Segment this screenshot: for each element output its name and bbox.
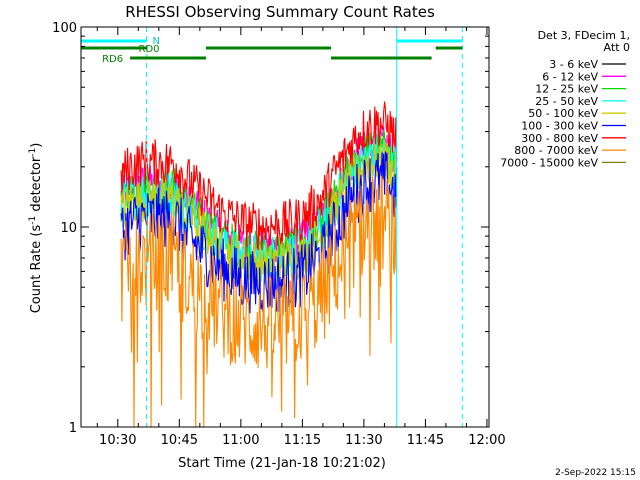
y-axis-label: Count Rate (s-1 detector-1) bbox=[28, 143, 44, 314]
legend-label-4: 50 - 100 keV bbox=[528, 107, 598, 120]
y-axis-label-part2: detector bbox=[29, 156, 44, 216]
legend-label-0: 3 - 6 keV bbox=[549, 58, 598, 71]
legend-header-1: Att 0 bbox=[604, 41, 630, 54]
x-tick-label-5: 11:45 bbox=[407, 433, 444, 448]
legend-label-1: 6 - 12 keV bbox=[542, 70, 598, 83]
y-tick-label-1: 10 bbox=[60, 221, 77, 236]
y-axis-label-sup2: -1 bbox=[28, 148, 38, 157]
legend-header-0: Det 3, FDecim 1, bbox=[538, 29, 630, 42]
x-tick-label-2: 11:00 bbox=[222, 433, 259, 448]
series-line-7 bbox=[120, 175, 398, 428]
y-tick-label-2: 100 bbox=[52, 21, 77, 36]
legend-label-8: 7000 - 15000 keV bbox=[500, 156, 598, 169]
x-tick-label-4: 11:30 bbox=[345, 433, 382, 448]
plot-area bbox=[80, 27, 463, 428]
x-axis-label: Start Time (21-Jan-18 10:21:02) bbox=[178, 456, 386, 471]
legend-label-2: 12 - 25 keV bbox=[535, 83, 598, 96]
y-axis-label-sup1: -1 bbox=[28, 216, 38, 225]
x-tick-label-3: 11:15 bbox=[284, 433, 321, 448]
y-tick-label-0: 1 bbox=[69, 421, 77, 436]
timestamp: 2-Sep-2022 15:15 bbox=[555, 468, 636, 478]
y-axis-label-part1: Count Rate (s bbox=[29, 225, 44, 314]
legend-label-7: 800 - 7000 keV bbox=[514, 144, 598, 157]
axes: 10:30 10:45 11:00 11:15 11:30 11:45 12:00 1 10 10… bbox=[52, 21, 506, 448]
legend-label-6: 300 - 800 keV bbox=[521, 132, 598, 145]
x-tick-label-0: 10:30 bbox=[99, 433, 136, 448]
chart-title: RHESSI Observing Summary Count Rates bbox=[125, 3, 435, 21]
x-tick-label-6: 12:00 bbox=[468, 433, 505, 448]
legend-label-3: 25 - 50 keV bbox=[535, 95, 598, 108]
legend-label-5: 100 - 300 keV bbox=[521, 120, 598, 133]
x-tick-label-1: 10:45 bbox=[161, 433, 198, 448]
series-line-6 bbox=[120, 101, 398, 251]
flag-label-rd6: RD6 bbox=[102, 54, 123, 65]
flag-label-n: N bbox=[153, 36, 160, 47]
flag-label-rd0: RD0 bbox=[139, 44, 160, 55]
y-axis-label-part3: ) bbox=[29, 143, 44, 148]
